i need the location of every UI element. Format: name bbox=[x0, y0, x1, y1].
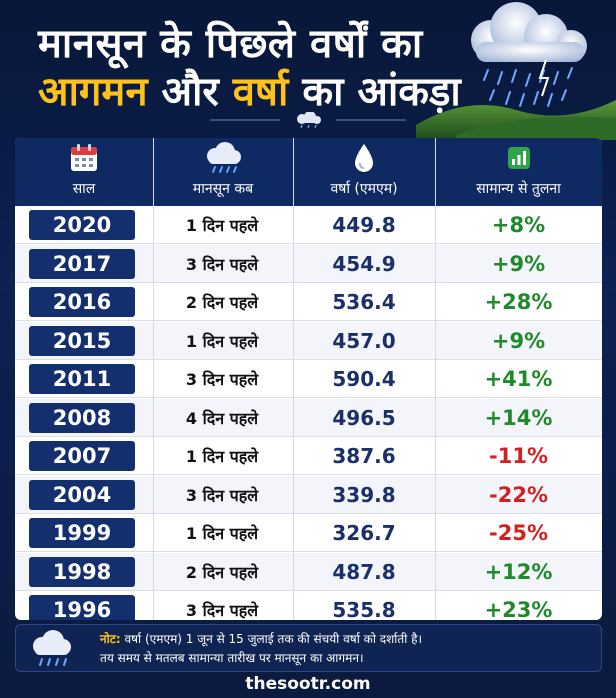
year-cell: 1999 bbox=[29, 518, 135, 548]
header-comparison: सामान्य से तुलना bbox=[435, 138, 602, 206]
year-cell: 2004 bbox=[29, 479, 135, 510]
year-cell: 1998 bbox=[29, 556, 135, 587]
comparison-cell: +28% bbox=[484, 290, 553, 314]
year-cell: 2007 bbox=[29, 441, 135, 471]
comparison-cell: +9% bbox=[491, 328, 546, 353]
column-divider bbox=[435, 138, 436, 620]
note-line-1: वर्षा (एमएम) 1 जून से 15 जुलाई तक की संच… bbox=[124, 632, 423, 646]
note-box: नोट: वर्षा (एमएम) 1 जून से 15 जुलाई तक क… bbox=[15, 624, 602, 672]
rainfall-cell: 496.5 bbox=[332, 405, 396, 430]
comparison-cell: -11% bbox=[489, 444, 548, 468]
rainfall-cell: 487.8 bbox=[332, 559, 396, 584]
header-year: साल bbox=[15, 138, 153, 206]
table-row: 2015 1 दिन पहले 457.0 +9% bbox=[15, 321, 602, 360]
comparison-cell: -25% bbox=[489, 521, 548, 545]
arrival-cell: 2 दिन पहले bbox=[185, 562, 259, 582]
arrival-cell: 1 दिन पहले bbox=[185, 331, 259, 351]
header-arrival: मानसून कब bbox=[153, 138, 293, 206]
year-cell: 2015 bbox=[29, 325, 135, 356]
table-row: 1996 3 दिन पहले 535.8 +23% bbox=[15, 591, 602, 620]
rainfall-cell: 457.0 bbox=[332, 328, 396, 353]
arrival-cell: 4 दिन पहले bbox=[185, 408, 259, 428]
arrival-cell: 2 दिन पहले bbox=[185, 293, 259, 312]
year-cell: 1996 bbox=[29, 595, 135, 620]
header: मानसून के पिछले वर्षों का आगमन और वर्षा … bbox=[0, 0, 616, 140]
table-row: 2011 3 दिन पहले 590.4 +41% bbox=[15, 360, 602, 398]
comparison-cell: +23% bbox=[484, 598, 553, 620]
year-cell: 2020 bbox=[29, 210, 135, 240]
arrival-cell: 3 दिन पहले bbox=[185, 370, 259, 389]
title-line-1: मानसून के पिछले वर्षों का bbox=[38, 21, 423, 67]
rainfall-cell: 387.6 bbox=[332, 444, 396, 468]
title-word-and: और bbox=[161, 69, 219, 115]
arrival-cell: 1 दिन पहले bbox=[185, 216, 259, 235]
arrival-cell: 1 दिन पहले bbox=[185, 447, 259, 466]
table-row: 2016 2 दिन पहले 536.4 +28% bbox=[15, 283, 602, 321]
rainfall-cell: 339.8 bbox=[332, 482, 396, 507]
year-cell: 2017 bbox=[29, 248, 135, 279]
column-divider bbox=[293, 138, 294, 620]
bar-chart-icon bbox=[507, 141, 530, 175]
title-line-2: आगमन और वर्षा का आंकड़ा bbox=[38, 62, 461, 117]
column-divider bbox=[153, 138, 154, 620]
header-comparison-label: सामान्य से तुलना bbox=[476, 181, 561, 197]
rainfall-cell: 535.8 bbox=[332, 598, 396, 620]
note-text: नोट: वर्षा (एमएम) 1 जून से 15 जुलाई तक क… bbox=[100, 630, 596, 668]
table-row: 2004 3 दिन पहले 339.8 -22% bbox=[15, 475, 602, 514]
comparison-cell: +8% bbox=[491, 213, 546, 237]
header-rainfall: वर्षा (एमएम) bbox=[293, 138, 435, 206]
year-cell: 2011 bbox=[29, 364, 135, 394]
rainfall-cell: 449.8 bbox=[332, 213, 396, 237]
rainfall-cell: 326.7 bbox=[332, 521, 396, 545]
header-arrival-label: मानसून कब bbox=[192, 181, 254, 197]
table-row: 1999 1 दिन पहले 326.7 -25% bbox=[15, 514, 602, 552]
header-rainfall-label: वर्षा (एमएम) bbox=[330, 181, 398, 197]
year-cell: 2016 bbox=[29, 287, 135, 317]
title-word-rainfall: वर्षा bbox=[232, 69, 289, 115]
comparison-cell: +9% bbox=[491, 251, 546, 276]
rainfall-cell: 536.4 bbox=[332, 290, 396, 314]
table-row: 2007 1 दिन पहले 387.6 -11% bbox=[15, 437, 602, 475]
table-row: 2017 3 दिन पहले 454.9 +9% bbox=[15, 244, 602, 283]
footer-site: thesootr.com bbox=[245, 674, 371, 694]
comparison-cell: +41% bbox=[484, 367, 553, 391]
header-year-label: साल bbox=[72, 181, 96, 197]
rainfall-cell: 590.4 bbox=[332, 367, 396, 391]
rain-cloud-scene-icon bbox=[416, 2, 616, 140]
comparison-cell: +12% bbox=[484, 559, 553, 584]
rain-cloud-icon bbox=[201, 141, 245, 175]
comparison-cell: -22% bbox=[489, 482, 548, 507]
table-row: 2008 4 दिन पहले 496.5 +14% bbox=[15, 398, 602, 437]
title-word-arrival: आगमन bbox=[38, 69, 148, 115]
calendar-icon bbox=[69, 141, 99, 175]
rain-cloud-icon bbox=[33, 630, 71, 666]
arrival-cell: 3 दिन पहले bbox=[185, 485, 259, 505]
note-line-2: तय समय से मतलब सामान्या तारीख पर मानसून … bbox=[100, 651, 364, 665]
divider-cloud-icon bbox=[210, 112, 406, 128]
title-word-data: का आंकड़ा bbox=[302, 69, 461, 115]
table-row: 1998 2 दिन पहले 487.8 +12% bbox=[15, 552, 602, 591]
arrival-cell: 3 दिन पहले bbox=[185, 601, 259, 620]
rainfall-table: साल मानसून कब bbox=[15, 138, 602, 620]
comparison-cell: +14% bbox=[484, 405, 553, 430]
note-label: नोट: bbox=[100, 632, 121, 646]
arrival-cell: 1 दिन पहले bbox=[185, 524, 259, 543]
water-drop-icon bbox=[352, 141, 376, 175]
table-header: साल मानसून कब bbox=[15, 138, 602, 206]
year-cell: 2008 bbox=[29, 402, 135, 433]
arrival-cell: 3 दिन पहले bbox=[185, 254, 259, 274]
rainfall-cell: 454.9 bbox=[332, 251, 396, 276]
table-row: 2020 1 दिन पहले 449.8 +8% bbox=[15, 206, 602, 244]
